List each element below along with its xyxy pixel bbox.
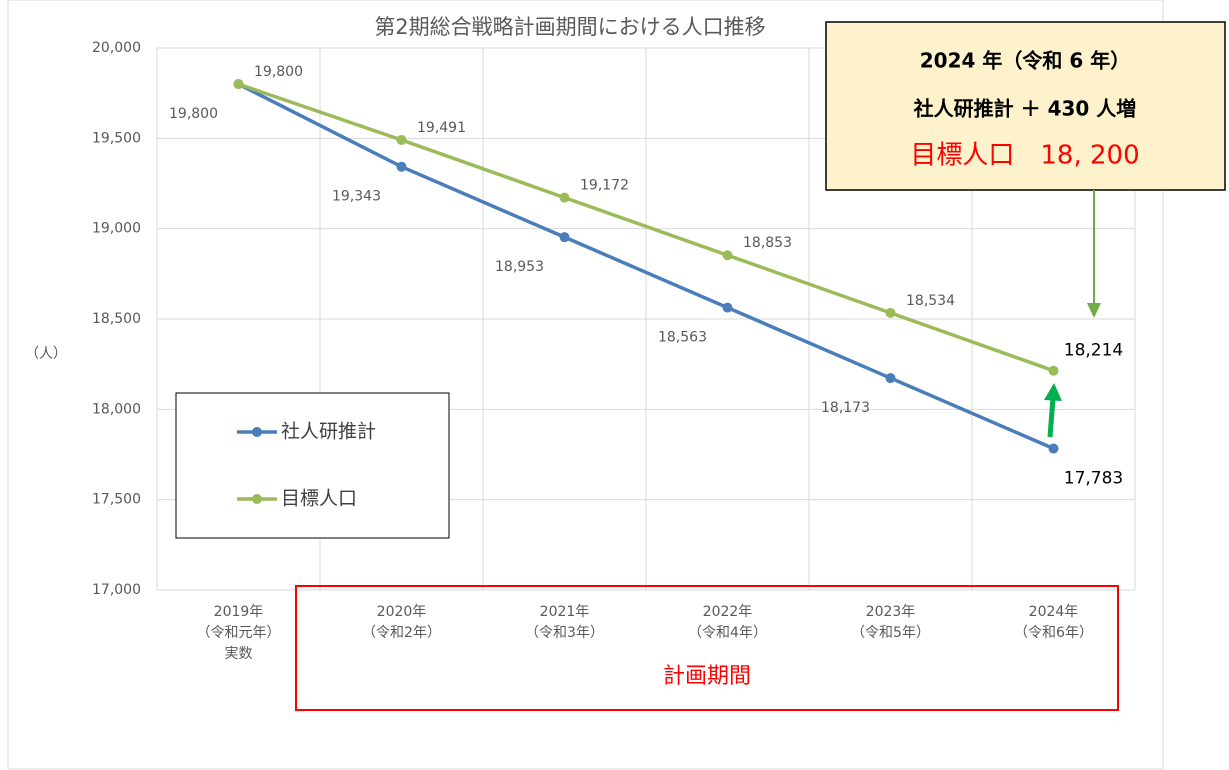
y-tick-label: 19,500 bbox=[92, 130, 141, 146]
y-tick-label: 17,500 bbox=[92, 492, 141, 508]
y-tick-label: 19,000 bbox=[92, 221, 141, 237]
data-label: 19,491 bbox=[417, 120, 466, 136]
data-point bbox=[396, 161, 407, 172]
data-label: 18,853 bbox=[743, 235, 792, 251]
data-point bbox=[559, 232, 570, 243]
callout-box bbox=[825, 21, 1226, 191]
data-point bbox=[233, 79, 244, 90]
legend-label: 目標人口 bbox=[281, 488, 357, 510]
chart-title: 第2期総合戦略計画期間における人口推移 bbox=[374, 15, 765, 39]
data-point bbox=[885, 307, 896, 318]
period-box bbox=[295, 585, 1119, 711]
plot: 19,800 19,343 18,953 18,563 18,173 17,783 19,8… bbox=[169, 64, 1123, 488]
data-point bbox=[1048, 443, 1059, 454]
data-label: 18,563 bbox=[658, 330, 707, 346]
data-point bbox=[722, 250, 733, 261]
callout-line: 社人研推計 ＋ 430 人増 bbox=[913, 97, 1137, 121]
callout-line: 目標人口 18, 200 bbox=[910, 141, 1139, 171]
data-label: 18,214 bbox=[1064, 341, 1123, 361]
x-tick-label: 2020年（令和2年） bbox=[362, 604, 441, 641]
data-point bbox=[722, 302, 733, 313]
data-point bbox=[1048, 365, 1059, 376]
legend-marker bbox=[252, 494, 262, 504]
data-label: 18,953 bbox=[495, 259, 544, 275]
data-point bbox=[396, 134, 407, 145]
data-label: 19,172 bbox=[580, 178, 629, 194]
y-tick-label: 20,000 bbox=[92, 40, 141, 56]
data-label: 19,343 bbox=[332, 189, 381, 205]
x-tick-label: 2022年（令和4年） bbox=[688, 604, 767, 641]
data-label: 19,800 bbox=[254, 64, 303, 80]
data-label: 17,783 bbox=[1064, 469, 1123, 489]
series-line bbox=[237, 82, 1055, 373]
data-point bbox=[559, 192, 570, 203]
callout-line: 2024 年（令和 6 年） bbox=[920, 49, 1130, 73]
x-tick-label: 2019年（令和元年）実数 bbox=[197, 604, 281, 662]
legend-label: 社人研推計 bbox=[281, 421, 376, 443]
increase-arrowhead bbox=[1044, 383, 1062, 401]
x-tick-label: 2023年（令和5年） bbox=[851, 604, 930, 641]
y-tick-label: 18,500 bbox=[92, 311, 141, 327]
x-tick-label: 2021年（令和3年） bbox=[525, 604, 604, 641]
data-point bbox=[885, 373, 896, 384]
data-label: 18,534 bbox=[906, 293, 955, 309]
series-line bbox=[237, 82, 1055, 451]
x-tick-label: 2024年（令和6年） bbox=[1014, 604, 1093, 641]
legend-marker bbox=[252, 427, 262, 437]
callout-arrowhead bbox=[1087, 303, 1101, 318]
data-label: 19,800 bbox=[169, 106, 218, 122]
y-tick-label: 18,000 bbox=[92, 401, 141, 417]
data-label: 18,173 bbox=[821, 400, 870, 416]
y-tick-label: 17,000 bbox=[92, 582, 141, 598]
increase-arrow bbox=[1047, 397, 1056, 438]
period-label: 計画期間 bbox=[663, 664, 751, 689]
y-axis-label: （人） bbox=[25, 346, 67, 362]
legend-box bbox=[175, 392, 450, 539]
